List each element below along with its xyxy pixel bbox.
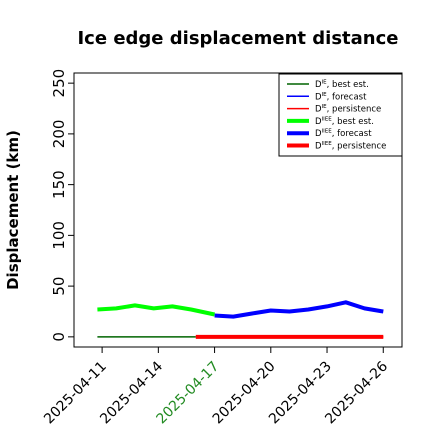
series-line-4 [214, 300, 384, 319]
legend-label: DIE, forecast [315, 92, 367, 103]
y-tick-label: 200 [50, 120, 68, 149]
legend-label: DIIEE, forecast [315, 129, 372, 140]
legend-label: DIE, persistence [315, 104, 381, 115]
y-axis-label: Displacement (km) [4, 130, 22, 290]
series-line-3 [97, 303, 216, 317]
legend-label: DIIEE, persistence [315, 141, 386, 152]
y-tick-label: 100 [50, 221, 68, 250]
legend-box [278, 73, 403, 157]
chart-title: Ice edge displacement distance [77, 28, 398, 49]
y-tick-label: 150 [50, 170, 68, 199]
y-tick-label: 250 [50, 69, 68, 98]
y-tick-label: 0 [50, 332, 68, 342]
plot-area [97, 300, 384, 339]
legend-label: DIIEE, best est. [315, 116, 374, 127]
plot-frame [73, 72, 403, 348]
y-tick-label: 50 [50, 277, 68, 296]
legend-label: DIE, best est. [315, 80, 369, 91]
